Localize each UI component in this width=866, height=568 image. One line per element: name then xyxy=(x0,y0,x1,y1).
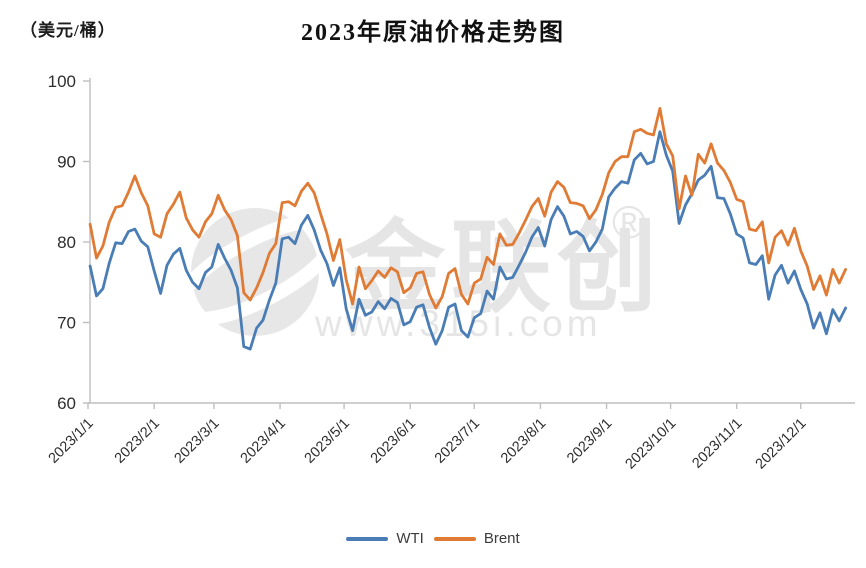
x-tick-label: 2023/11/1 xyxy=(689,416,745,472)
price-trend-chart: 金联创 ® www.315i.com 60 70 80 90 100 2023/1/1 20… xyxy=(46,72,855,473)
legend-item-brent: Brent xyxy=(433,530,520,547)
y-tick-label: 80 xyxy=(57,233,76,252)
x-tick-label: 2023/1/1 xyxy=(46,416,97,467)
wti-line-swatch xyxy=(346,536,389,541)
legend-item-wti: WTI xyxy=(346,530,424,547)
x-tick-label: 2023/10/1 xyxy=(622,416,679,473)
legend-label-wti: WTI xyxy=(396,530,424,547)
x-tick-label: 2023/8/1 xyxy=(498,416,549,467)
y-tick-label: 60 xyxy=(57,394,76,413)
chart-title: 2023年原油价格走势图 xyxy=(301,20,565,46)
x-tick-label: 2023/9/1 xyxy=(564,416,615,467)
chart-lines xyxy=(88,107,847,351)
x-tick-label: 2023/7/1 xyxy=(432,416,483,467)
y-axis-unit-label: （美元/桶） xyxy=(20,21,116,40)
brent-line-swatch xyxy=(433,536,476,541)
y-tick-label: 90 xyxy=(57,153,76,172)
x-tick-label: 2023/3/1 xyxy=(172,416,223,467)
x-tick-label: 2023/5/1 xyxy=(302,416,353,467)
legend-label-brent: Brent xyxy=(483,530,520,547)
x-tick-label: 2023/2/1 xyxy=(112,416,163,467)
x-tick-label: 2023/6/1 xyxy=(368,416,419,467)
y-tick-label: 70 xyxy=(57,314,76,333)
legend: WTI Brent xyxy=(0,530,866,547)
watermark-registered-mark: ® xyxy=(612,196,646,248)
y-tick-label: 100 xyxy=(48,72,76,91)
brent-line xyxy=(88,107,847,310)
x-tick-label: 2023/4/1 xyxy=(238,416,289,467)
watermark: 金联创 ® www.315i.com xyxy=(172,196,657,344)
wti-line xyxy=(88,130,847,351)
axes xyxy=(83,78,855,409)
watermark-globe xyxy=(191,208,319,336)
x-tick-label: 2023/12/1 xyxy=(753,416,810,473)
